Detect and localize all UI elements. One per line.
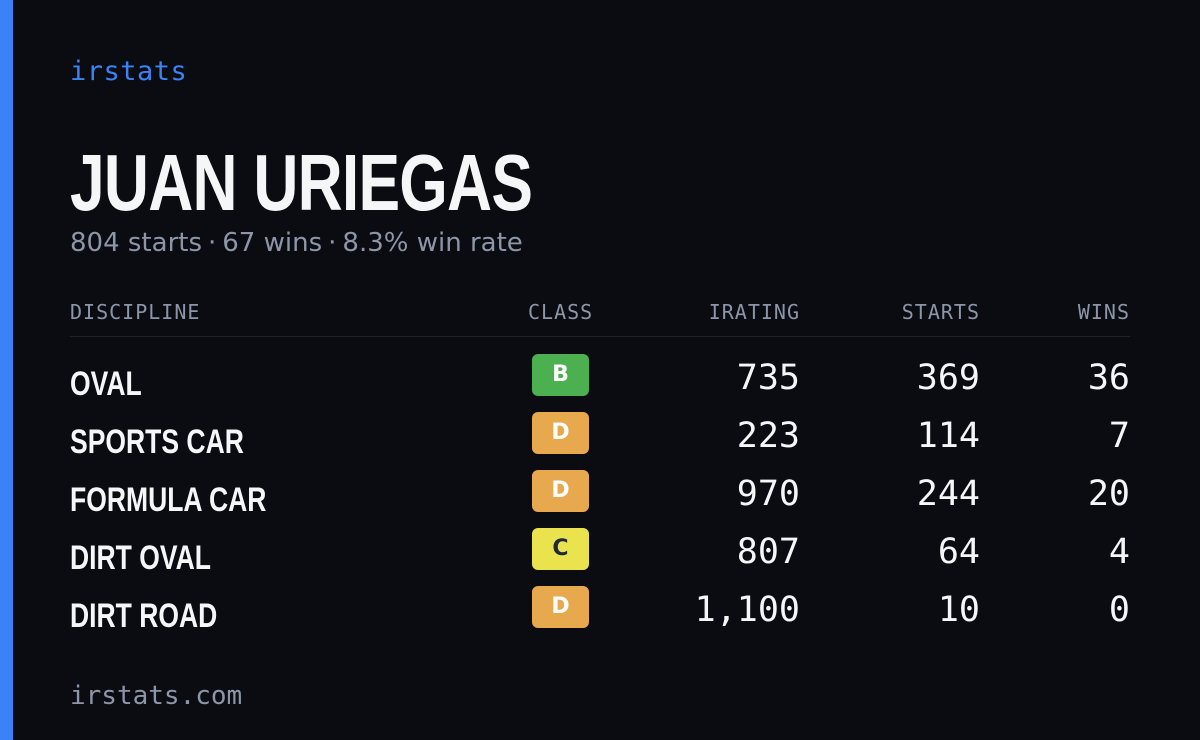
header-irating: IRATING bbox=[708, 300, 800, 324]
class-badge: D bbox=[532, 470, 589, 512]
starts-value: 64 bbox=[937, 532, 980, 572]
winrate-summary: 8.3% win rate bbox=[342, 228, 523, 258]
starts-value: 369 bbox=[916, 358, 980, 398]
irating-value: 1,100 bbox=[694, 590, 800, 630]
header-wins: WINS bbox=[1077, 300, 1130, 324]
discipline-name: DIRT OVAL bbox=[70, 539, 211, 577]
wins-summary: 67 wins bbox=[222, 228, 323, 258]
header-class: CLASS bbox=[528, 300, 594, 324]
class-badge: C bbox=[532, 528, 589, 570]
accent-bar bbox=[0, 0, 13, 740]
discipline-name: FORMULA CAR bbox=[70, 481, 267, 519]
class-badge: D bbox=[532, 412, 589, 454]
brand-logo[interactable]: irstats bbox=[70, 56, 188, 87]
table-header: DISCIPLINE CLASS IRATING STARTS WINS bbox=[70, 300, 1130, 337]
table-row: FORMULA CAR D 970 244 20 bbox=[70, 466, 1130, 524]
driver-name: JUAN URIEGAS bbox=[70, 138, 533, 227]
table-row: SPORTS CAR D 223 114 7 bbox=[70, 408, 1130, 466]
header-discipline: DISCIPLINE bbox=[70, 300, 201, 324]
starts-value: 114 bbox=[916, 416, 980, 456]
starts-value: 10 bbox=[937, 590, 980, 630]
starts-value: 244 bbox=[916, 474, 980, 514]
summary-separator: · bbox=[328, 228, 337, 258]
irating-value: 970 bbox=[736, 474, 800, 514]
table-row: DIRT OVAL C 807 64 4 bbox=[70, 524, 1130, 582]
footer-url[interactable]: irstats.com bbox=[70, 681, 243, 711]
wins-value: 36 bbox=[1087, 358, 1130, 398]
wins-value: 7 bbox=[1108, 416, 1130, 456]
irating-value: 223 bbox=[736, 416, 800, 456]
discipline-name: SPORTS CAR bbox=[70, 423, 244, 461]
header-starts: STARTS bbox=[901, 300, 980, 324]
discipline-name: OVAL bbox=[70, 365, 142, 403]
irating-value: 807 bbox=[736, 532, 800, 572]
wins-value: 20 bbox=[1087, 474, 1130, 514]
irating-value: 735 bbox=[736, 358, 800, 398]
summary-separator: · bbox=[208, 228, 217, 258]
starts-summary: 804 starts bbox=[70, 228, 202, 258]
wins-value: 4 bbox=[1108, 532, 1130, 572]
class-badge: B bbox=[532, 354, 589, 396]
driver-summary: 804 starts · 67 wins · 8.3% win rate bbox=[70, 228, 523, 258]
discipline-name: DIRT ROAD bbox=[70, 597, 218, 635]
discipline-table: OVAL B 735 369 36 SPORTS CAR D 223 114 7… bbox=[70, 350, 1130, 640]
class-badge: D bbox=[532, 586, 589, 628]
wins-value: 0 bbox=[1108, 590, 1130, 630]
table-row: OVAL B 735 369 36 bbox=[70, 350, 1130, 408]
table-row: DIRT ROAD D 1,100 10 0 bbox=[70, 582, 1130, 640]
